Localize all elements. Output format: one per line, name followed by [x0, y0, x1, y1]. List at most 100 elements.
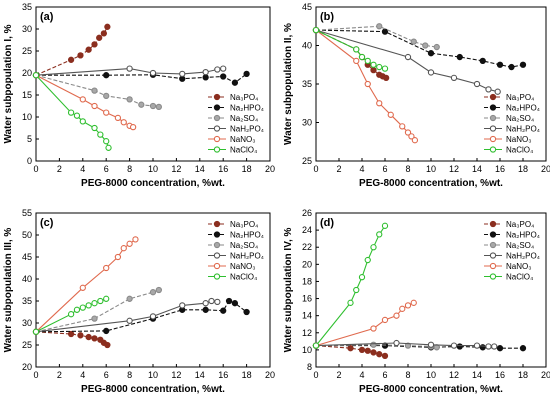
legend-marker	[213, 114, 221, 122]
y-tick-label: 12	[302, 328, 312, 338]
legend-label: Na₃PO₄	[506, 220, 534, 229]
y-axis-label: Water subpopulation III, %	[3, 228, 14, 353]
data-point	[120, 245, 127, 252]
y-tick-label: 22	[302, 242, 312, 252]
panel-label: (b)	[320, 11, 334, 23]
x-tick-label: 6	[382, 164, 387, 174]
legend-label: NaNO₃	[506, 135, 531, 144]
x-tick-label: 12	[449, 370, 459, 380]
x-tick-label: 4	[359, 164, 364, 174]
data-point	[91, 41, 98, 48]
data-point	[381, 222, 389, 229]
data-point	[132, 236, 139, 243]
data-point	[508, 63, 515, 71]
x-tick-label: 6	[104, 370, 109, 380]
data-point	[114, 253, 122, 261]
legend-marker	[489, 104, 497, 111]
y-tick-label: 0	[27, 156, 32, 166]
data-point	[496, 345, 504, 352]
data-point	[450, 342, 458, 349]
data-point	[358, 53, 366, 61]
data-point	[126, 240, 133, 247]
y-tick-label: 14	[302, 311, 312, 321]
x-tick-label: 18	[518, 164, 528, 174]
x-tick-label: 2	[57, 164, 62, 174]
x-tick-label: 16	[495, 164, 505, 174]
legend-marker	[489, 125, 497, 132]
chart-panel-a: 0 2 4 6 8 10 12 14 16 18 20 0 5 10 15 20 25 30 35 PEG-8000 …	[3, 2, 275, 189]
data-point	[485, 343, 492, 350]
legend-marker	[213, 135, 221, 143]
series-6	[312, 222, 389, 349]
legend-label: NaH₂PO₄	[230, 252, 264, 261]
x-axis-label: PEG-8000 concentration, %wt.	[81, 178, 225, 189]
x-tick-label: 0	[313, 164, 318, 174]
legend-label: Na₂HPO₄	[230, 231, 264, 240]
series-1	[32, 23, 111, 79]
y-tick-label: 35	[22, 296, 32, 306]
data-point	[376, 351, 383, 358]
series-line	[315, 29, 387, 79]
data-point	[473, 342, 481, 349]
data-point	[103, 109, 110, 116]
y-tick-label: 20	[302, 259, 312, 269]
data-point	[120, 119, 127, 126]
x-tick-label: 20	[541, 164, 550, 174]
data-point	[408, 133, 415, 140]
data-point	[79, 96, 86, 103]
y-tick-label: 24	[302, 225, 312, 235]
legend-marker	[213, 125, 221, 132]
data-point	[214, 66, 221, 73]
legend-marker	[213, 262, 221, 270]
data-point	[376, 23, 383, 30]
x-tick-label: 8	[405, 370, 410, 380]
legend-label: Na₂SO₄	[230, 114, 258, 123]
y-axis-label: Water subpopulation I, %	[3, 24, 14, 143]
y-tick-label: 30	[302, 118, 312, 128]
data-point	[347, 299, 354, 306]
series-3	[32, 72, 162, 111]
x-tick-label: 12	[449, 164, 459, 174]
data-point	[376, 63, 383, 71]
data-point	[364, 256, 371, 264]
legend-label: Na₃PO₄	[230, 93, 258, 102]
x-axis-label: PEG-8000 concentration, %wt.	[359, 384, 503, 395]
data-point	[138, 101, 145, 108]
panel-label: (d)	[320, 217, 334, 229]
data-point	[77, 332, 84, 339]
data-point	[381, 28, 389, 35]
data-point	[220, 73, 227, 80]
data-point	[393, 312, 400, 319]
x-tick-label: 2	[336, 370, 341, 380]
series-6	[32, 72, 112, 151]
x-tick-label: 8	[127, 370, 132, 380]
chart-panel-b: 0 2 4 6 8 10 12 14 16 18 20 25 30 35 40 45 PEG-8000 conc…	[283, 2, 550, 189]
data-point	[77, 52, 84, 59]
panel-label: (a)	[40, 11, 54, 23]
data-point	[473, 80, 481, 88]
data-point	[364, 347, 371, 354]
data-point	[67, 330, 75, 338]
data-point	[100, 30, 108, 37]
data-point	[97, 131, 104, 138]
x-axis-label: PEG-8000 concentration, %wt.	[359, 178, 503, 189]
data-point	[399, 123, 406, 130]
data-point	[243, 308, 250, 316]
data-point	[149, 313, 157, 320]
data-point	[208, 297, 215, 305]
series-4	[312, 26, 501, 95]
x-tick-label: 10	[148, 164, 158, 174]
data-point	[364, 57, 371, 65]
legend-marker	[489, 220, 497, 228]
legend-marker	[213, 231, 221, 238]
x-tick-label: 4	[80, 370, 85, 380]
legend-label: NaNO₃	[230, 135, 255, 144]
y-tick-label: 55	[22, 208, 32, 218]
data-point	[91, 315, 98, 322]
legend-marker	[213, 241, 221, 249]
data-point	[410, 38, 417, 45]
legend-marker	[213, 252, 221, 259]
x-tick-label: 10	[426, 370, 436, 380]
x-tick-label: 6	[104, 164, 109, 174]
data-point	[91, 124, 98, 132]
